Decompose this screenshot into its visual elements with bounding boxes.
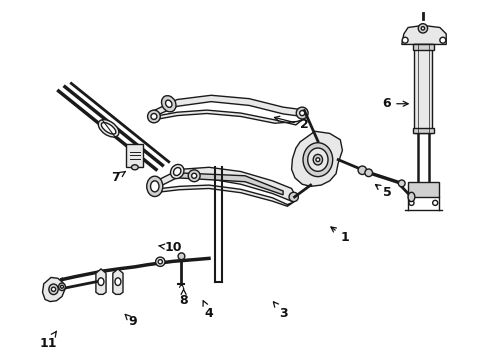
Ellipse shape — [440, 37, 446, 43]
Ellipse shape — [115, 278, 121, 285]
Text: 9: 9 — [125, 314, 137, 328]
Ellipse shape — [316, 158, 320, 162]
Ellipse shape — [409, 200, 414, 206]
Ellipse shape — [408, 192, 415, 202]
Bar — [413, 44, 434, 50]
Ellipse shape — [178, 253, 185, 260]
Text: 10: 10 — [159, 241, 182, 254]
Polygon shape — [43, 278, 65, 302]
Ellipse shape — [173, 167, 181, 176]
Ellipse shape — [61, 285, 64, 288]
Ellipse shape — [398, 180, 405, 187]
Ellipse shape — [98, 278, 104, 285]
Polygon shape — [402, 26, 446, 44]
Text: 5: 5 — [375, 185, 392, 199]
Ellipse shape — [313, 154, 322, 165]
Ellipse shape — [300, 111, 305, 116]
Ellipse shape — [296, 107, 308, 119]
Ellipse shape — [171, 165, 184, 179]
Text: 7: 7 — [111, 171, 125, 184]
Ellipse shape — [308, 148, 328, 171]
Ellipse shape — [51, 287, 56, 291]
Ellipse shape — [59, 283, 65, 291]
Text: 8: 8 — [179, 289, 188, 307]
Text: 11: 11 — [39, 331, 57, 350]
Bar — [408, 182, 439, 197]
Ellipse shape — [303, 143, 333, 177]
Ellipse shape — [166, 100, 172, 107]
Ellipse shape — [358, 166, 367, 175]
Ellipse shape — [147, 110, 160, 123]
Ellipse shape — [101, 122, 116, 134]
Polygon shape — [154, 110, 302, 125]
Ellipse shape — [131, 165, 138, 170]
Polygon shape — [154, 167, 296, 202]
Ellipse shape — [162, 96, 176, 112]
Text: 3: 3 — [273, 302, 288, 320]
Bar — [415, 44, 432, 134]
Polygon shape — [96, 269, 106, 294]
Ellipse shape — [150, 181, 159, 192]
Text: 1: 1 — [331, 227, 349, 244]
Ellipse shape — [156, 257, 165, 266]
Ellipse shape — [151, 113, 157, 120]
Ellipse shape — [433, 200, 438, 206]
Ellipse shape — [418, 24, 428, 33]
Text: 4: 4 — [203, 301, 213, 320]
Ellipse shape — [98, 120, 119, 137]
Polygon shape — [154, 95, 302, 116]
Bar — [126, 144, 144, 167]
Polygon shape — [292, 131, 343, 186]
Polygon shape — [154, 185, 294, 206]
Text: 2: 2 — [274, 116, 309, 131]
Ellipse shape — [188, 170, 200, 182]
Ellipse shape — [49, 284, 58, 294]
Ellipse shape — [289, 192, 298, 202]
Polygon shape — [113, 269, 123, 294]
Ellipse shape — [402, 37, 408, 43]
Ellipse shape — [147, 176, 163, 197]
Ellipse shape — [365, 169, 372, 177]
Ellipse shape — [421, 27, 425, 30]
Polygon shape — [177, 173, 283, 195]
Bar — [413, 128, 434, 134]
Ellipse shape — [192, 173, 196, 178]
Text: 6: 6 — [383, 97, 408, 110]
Ellipse shape — [158, 260, 162, 264]
